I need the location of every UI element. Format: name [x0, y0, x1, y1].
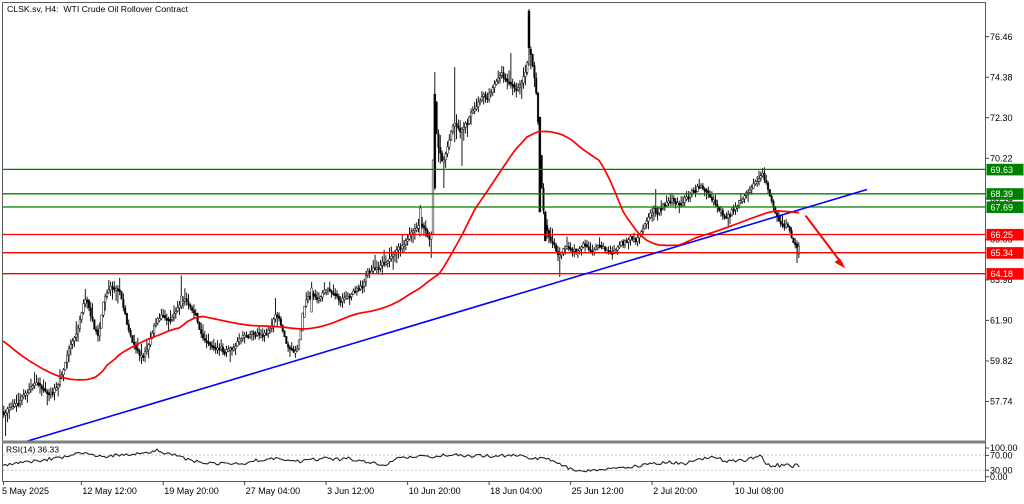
- svg-text:30.00: 30.00: [990, 465, 1013, 475]
- svg-text:74.38: 74.38: [990, 72, 1013, 82]
- svg-text:0.00: 0.00: [990, 472, 1008, 482]
- svg-text:70.22: 70.22: [990, 154, 1013, 164]
- svg-text:76.46: 76.46: [990, 32, 1013, 42]
- svg-text:5 May 2025: 5 May 2025: [2, 486, 49, 496]
- svg-text:10 Jul 08:00: 10 Jul 08:00: [735, 486, 784, 496]
- svg-text:65.34: 65.34: [991, 248, 1014, 258]
- svg-text:57.74: 57.74: [990, 397, 1013, 407]
- svg-text:12 May 12:00: 12 May 12:00: [82, 486, 137, 496]
- svg-text:18 Jun 04:00: 18 Jun 04:00: [490, 486, 542, 496]
- svg-text:59.82: 59.82: [990, 356, 1013, 366]
- svg-text:25 Jun 12:00: 25 Jun 12:00: [572, 486, 624, 496]
- svg-text:3 Jun 12:00: 3 Jun 12:00: [327, 486, 374, 496]
- svg-text:64.18: 64.18: [991, 269, 1014, 279]
- svg-text:RSI(14) 36.33: RSI(14) 36.33: [6, 445, 59, 455]
- svg-text:72.30: 72.30: [990, 113, 1013, 123]
- svg-text:19 May 20:00: 19 May 20:00: [164, 486, 219, 496]
- svg-text:68.39: 68.39: [991, 189, 1014, 199]
- svg-text:66.25: 66.25: [991, 230, 1014, 240]
- svg-text:100.00: 100.00: [990, 443, 1018, 453]
- svg-text:10 Jun 20:00: 10 Jun 20:00: [409, 486, 461, 496]
- svg-text:27 May 04:00: 27 May 04:00: [246, 486, 301, 496]
- svg-text:67.69: 67.69: [991, 202, 1014, 212]
- svg-text:2 Jul 20:00: 2 Jul 20:00: [653, 486, 697, 496]
- svg-text:69.63: 69.63: [991, 165, 1014, 175]
- svg-text:61.90: 61.90: [990, 316, 1013, 326]
- svg-text:63.98: 63.98: [990, 275, 1013, 285]
- svg-text:CLSK.sv, H4: WTI Crude Oil Ro: CLSK.sv, H4: WTI Crude Oil Rollover Cont…: [7, 4, 188, 14]
- svg-text:70.00: 70.00: [990, 451, 1013, 461]
